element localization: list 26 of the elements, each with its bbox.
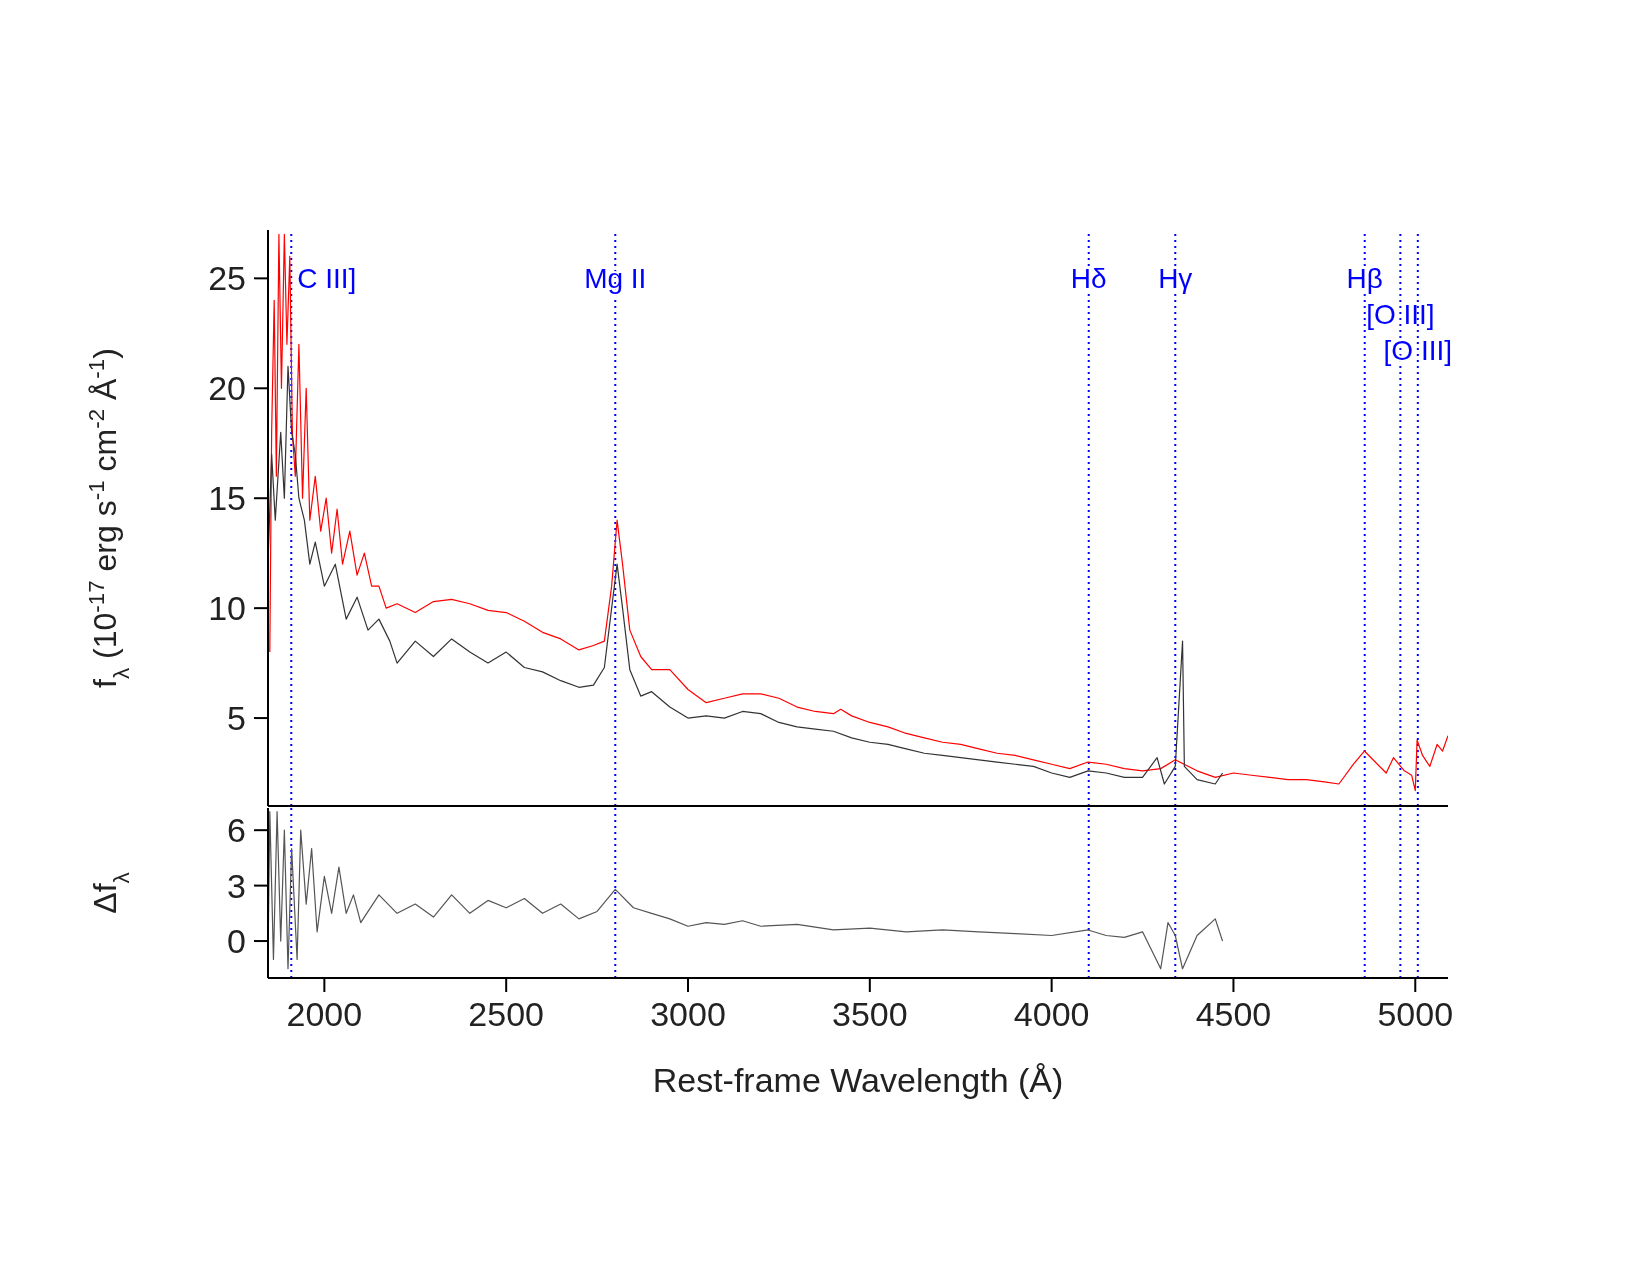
- x-axis-title: Rest-frame Wavelength (Å): [652, 1061, 1064, 1099]
- x-tick-label: 3000: [650, 995, 726, 1034]
- x-tick-label: 5000: [1377, 995, 1454, 1034]
- ref-line-label: [O III]: [1383, 335, 1453, 366]
- y-tick-label: 0: [227, 922, 246, 961]
- ref-line-label: C III]: [297, 263, 357, 294]
- ref-line-label: Hβ: [1346, 263, 1383, 294]
- line-series: [269, 233, 1448, 792]
- y-tick-label: 5: [227, 699, 246, 738]
- line-series: [268, 811, 1224, 970]
- y-tick-label: 25: [208, 259, 246, 298]
- y-tick-label: 3: [227, 866, 246, 905]
- ref-line-label: Mg II: [584, 263, 647, 294]
- x-tick-label: 4500: [1195, 995, 1272, 1034]
- x-tick-label: 4000: [1013, 995, 1090, 1034]
- ref-line-label: [O III]: [1366, 299, 1435, 330]
- ref-line-label: Hγ: [1158, 263, 1193, 294]
- x-tick-label: 3500: [832, 995, 908, 1034]
- y-tick-label: 15: [208, 479, 246, 518]
- y-tick-label: 6: [227, 811, 246, 850]
- line-series: [268, 365, 1224, 785]
- x-tick-label: 2000: [286, 995, 363, 1034]
- ref-line-label: Hδ: [1070, 263, 1107, 294]
- x-tick-label: 2500: [468, 995, 544, 1034]
- y-tick-label: 20: [208, 369, 246, 408]
- y-tick-label: 10: [208, 589, 246, 628]
